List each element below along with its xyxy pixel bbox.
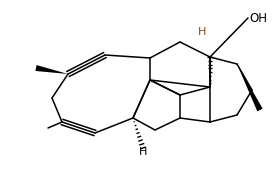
Text: OH: OH [249,11,267,25]
Text: H: H [198,27,206,37]
Polygon shape [237,64,263,111]
Polygon shape [35,65,68,74]
Text: H: H [139,147,147,157]
